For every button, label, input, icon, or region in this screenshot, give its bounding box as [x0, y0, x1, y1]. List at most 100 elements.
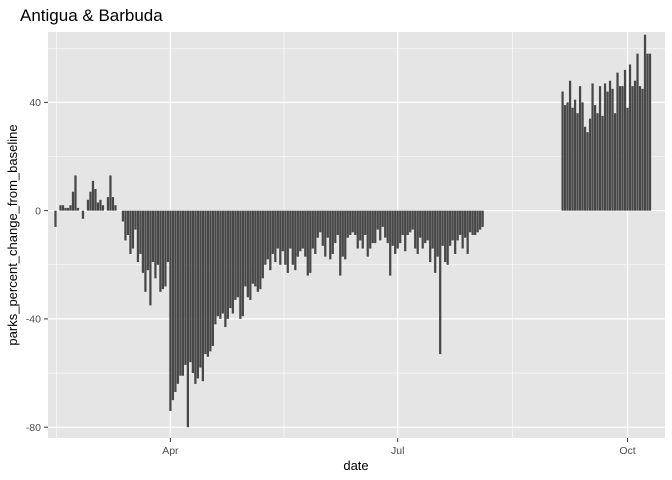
bar [439, 210, 442, 355]
bar [86, 199, 90, 211]
bar [284, 210, 287, 265]
bar [69, 205, 72, 211]
bar [581, 102, 584, 211]
bar [54, 210, 57, 227]
chart-title: Antigua & Barbuda [20, 6, 163, 25]
bar [216, 210, 219, 317]
bar [161, 210, 165, 290]
bar [404, 210, 407, 252]
bar [249, 210, 252, 300]
bar [566, 102, 569, 211]
bar [126, 210, 130, 235]
bar [101, 205, 105, 211]
bar [111, 197, 115, 211]
bar [271, 210, 274, 254]
bar [449, 210, 452, 246]
bar [306, 210, 309, 276]
bar [414, 210, 417, 249]
bar [61, 205, 65, 211]
bar [279, 210, 282, 265]
bar [583, 126, 587, 211]
bar [636, 53, 639, 211]
bar [174, 210, 177, 392]
bar [446, 210, 449, 265]
bar [81, 210, 85, 219]
bar [608, 80, 612, 211]
bar [206, 210, 209, 357]
bar [344, 210, 347, 260]
bar [276, 210, 279, 249]
bar [289, 210, 292, 249]
y-axis: -80 -40 0 40 [26, 97, 48, 434]
bar [339, 210, 342, 276]
bar [261, 210, 264, 279]
bar [429, 210, 432, 263]
bar [576, 113, 579, 211]
bar [436, 210, 439, 257]
bar [384, 210, 387, 238]
bar [361, 210, 364, 249]
bar [151, 210, 155, 263]
bar [369, 210, 372, 249]
bar [571, 107, 574, 211]
bar [211, 210, 214, 346]
bar [381, 210, 384, 227]
bar [99, 199, 102, 211]
bar [466, 210, 469, 254]
bar [334, 210, 337, 244]
bar [259, 210, 262, 290]
bar [136, 210, 140, 263]
bar [563, 105, 567, 211]
bar [354, 210, 357, 235]
bar [588, 118, 592, 211]
bar [159, 210, 162, 292]
bar [349, 210, 352, 235]
bar [616, 72, 619, 211]
bar [231, 210, 234, 314]
bar [351, 210, 354, 233]
bar [474, 210, 477, 235]
bar [561, 91, 564, 211]
bar [106, 197, 110, 211]
bar [426, 210, 429, 241]
bar [94, 188, 97, 211]
bar [121, 210, 125, 222]
bar [336, 210, 339, 235]
bar [139, 210, 142, 254]
bar [331, 210, 334, 254]
bar [399, 210, 402, 244]
bar [74, 175, 77, 211]
bar [224, 210, 227, 328]
bar [256, 210, 259, 292]
bar [601, 115, 604, 211]
bar [296, 210, 299, 257]
bar [471, 210, 474, 235]
bar [454, 210, 457, 254]
bar [591, 83, 594, 211]
bar [219, 210, 222, 319]
bar [169, 210, 172, 411]
bar [71, 191, 75, 211]
bar [631, 86, 634, 211]
y-tick-label: -80 [26, 422, 41, 434]
bar [646, 53, 649, 211]
x-tick-label: Jul [391, 445, 404, 457]
bar [419, 210, 422, 238]
x-tick-label: Apr [162, 445, 179, 457]
bars [54, 34, 652, 428]
bar [391, 210, 394, 246]
bar [341, 210, 344, 257]
bar [324, 210, 327, 257]
bar [254, 210, 257, 287]
bar [596, 113, 599, 211]
bar [66, 207, 70, 211]
bar [613, 113, 617, 211]
bar [274, 210, 277, 263]
bar [141, 210, 145, 273]
bar [424, 210, 427, 244]
bar [431, 210, 434, 249]
bar [294, 210, 297, 271]
bar [64, 207, 67, 211]
bar [598, 86, 602, 211]
